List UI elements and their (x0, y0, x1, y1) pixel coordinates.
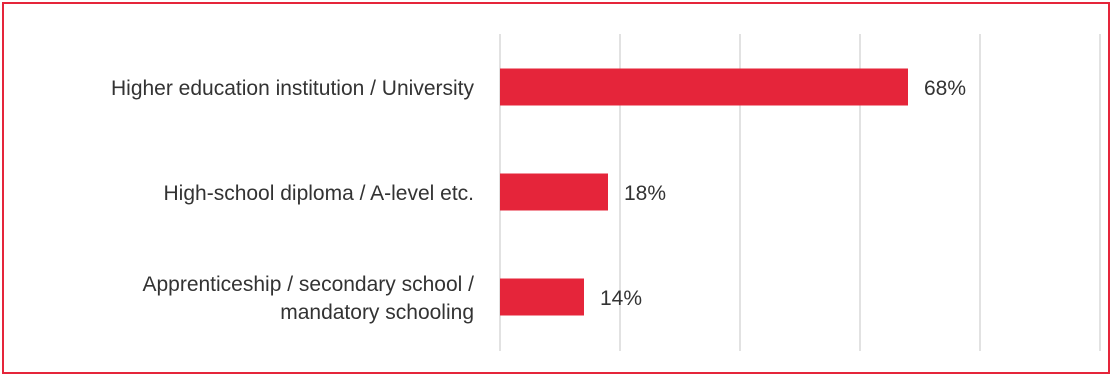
data-label: 18% (624, 182, 666, 205)
category-labels: Higher education institution / Universit… (111, 77, 475, 324)
bar (500, 173, 608, 211)
bar (500, 278, 584, 316)
data-label: 68% (924, 77, 966, 100)
bars (500, 68, 908, 316)
category-label: High-school diploma / A-level etc. (164, 182, 474, 205)
value-labels: 68% 18% 14% (600, 77, 966, 310)
category-label-line: mandatory schooling (280, 301, 474, 324)
data-label: 14% (600, 287, 642, 310)
category-label: Apprenticeship / secondary school / manda… (142, 273, 474, 324)
category-label-line: Apprenticeship / secondary school / (142, 273, 474, 296)
category-label-line: High-school diploma / A-level etc. (164, 182, 474, 205)
bar (500, 68, 908, 106)
category-label-line: Higher education institution / Universit… (111, 77, 475, 100)
category-label: Higher education institution / Universit… (111, 77, 475, 100)
